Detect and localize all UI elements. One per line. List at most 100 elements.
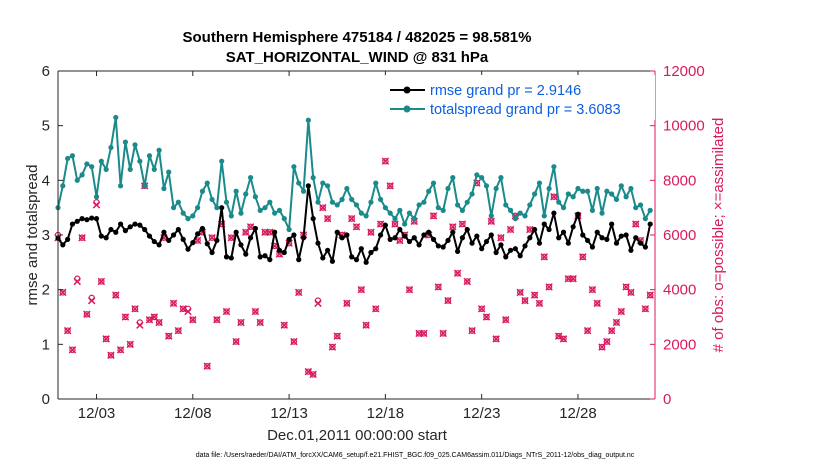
obs-possible-point (579, 253, 586, 261)
rmse-point (426, 229, 432, 235)
obs-possible-point (78, 234, 86, 241)
obs-assimilated-point (102, 335, 110, 343)
rmse-point (527, 235, 533, 241)
obs-assimilated-point (59, 288, 67, 297)
obs-possible-point (459, 220, 466, 228)
rmse-series-line (57, 184, 652, 264)
totalspread-point (190, 213, 196, 219)
rmse-point (262, 253, 268, 259)
totalspread-point (151, 166, 157, 172)
totalspread-point (498, 175, 504, 181)
totalspread-point (296, 180, 302, 186)
rmse-point (65, 236, 71, 242)
y-right-axis-ticks: 0 2000 4000 6000 8000 10000 12000 (650, 63, 705, 408)
y-tick-label: 5 (42, 118, 50, 135)
obs-assimilated-point (429, 212, 438, 220)
rmse-point (257, 254, 263, 260)
rmse-point (329, 258, 336, 264)
rmse-point (493, 249, 499, 256)
totalspread-point (247, 175, 254, 181)
obs-assimilated-point (294, 288, 303, 297)
obs-possible-point (594, 300, 601, 307)
obs-assimilated-point (439, 329, 447, 338)
rmse-point (272, 229, 278, 235)
obs-assimilated-point (530, 291, 539, 299)
obs-possible-point (348, 215, 355, 222)
legend-rmse-label: rmse grand pr = 2.9146 (430, 83, 581, 99)
obs-assimilated-point (319, 203, 327, 212)
obs-possible-point (497, 234, 505, 241)
obs-assimilated-point (506, 225, 515, 234)
rmse-point (594, 229, 600, 235)
y-tick-label: 2 (42, 282, 50, 299)
totalspread-point (103, 166, 109, 172)
obs-assimilated-point (449, 223, 457, 231)
obs-possible-point (468, 327, 476, 334)
totalspread-point (108, 144, 114, 151)
rmse-point (575, 211, 581, 217)
obs-assimilated-point (434, 283, 443, 291)
totalspread-point (84, 161, 90, 167)
totalspread-point (421, 199, 427, 205)
totalspread-point (233, 188, 239, 194)
totalspread-point (426, 188, 432, 194)
totalspread-point (69, 153, 76, 159)
totalspread-point (262, 205, 268, 211)
obs-possible-point (464, 278, 471, 285)
obs-possible-point (435, 283, 442, 291)
y-tick-label: 0 (42, 391, 50, 408)
obs-possible-point (213, 316, 221, 323)
totalspread-point (522, 213, 528, 219)
y-tick-label: 6 (42, 63, 50, 80)
rmse-point (209, 249, 215, 256)
obs-possible-point (613, 319, 620, 326)
totalspread-point (618, 183, 624, 189)
obs-assimilated-point (453, 269, 462, 277)
obs-assimilated-point (559, 335, 568, 343)
rmse-point (219, 205, 225, 211)
rmse-point (397, 226, 403, 233)
obs-assimilated-point (502, 316, 510, 324)
totalspread-point (604, 188, 610, 194)
obs-possible-point (131, 305, 139, 312)
obs-assimilated-point (367, 228, 375, 236)
rmse-point (474, 233, 480, 239)
obs-assimilated-point (92, 201, 101, 209)
totalspread-point (267, 199, 273, 205)
rmse-point (170, 232, 177, 238)
rmse-point (233, 229, 239, 235)
obs-possible-point (632, 220, 639, 228)
rmse-point (108, 226, 114, 233)
totalspread-point (339, 196, 345, 203)
totalspread-point (243, 191, 249, 197)
rmse-point (320, 255, 326, 261)
obs-assimilated-point (579, 253, 587, 261)
obs-assimilated-point (174, 326, 183, 335)
obs-assimilated-point (583, 326, 592, 335)
obs-possible-point (237, 319, 245, 326)
rmse-point (117, 221, 124, 227)
x-tick-label: 12/03 (78, 405, 116, 422)
obs-possible-point (170, 300, 177, 307)
obs-possible-point (382, 157, 389, 165)
totalspread-point (214, 205, 220, 211)
obs-possible-point (598, 343, 606, 351)
obs-possible-point (536, 300, 543, 307)
obs-possible-point (492, 335, 500, 343)
totalspread-point (594, 185, 600, 192)
obs-assimilated-point (184, 307, 192, 316)
obs-assimilated-point (444, 296, 452, 305)
obs-assimilated-point (468, 326, 476, 335)
totalspread-point (329, 199, 336, 205)
obs-possible-point (531, 291, 538, 299)
legend-spread-label: totalspread grand pr = 3.6083 (430, 102, 621, 118)
rmse-point (339, 235, 345, 241)
obs-assimilated-point (314, 299, 322, 308)
totalspread-point (195, 205, 201, 211)
obs-assimilated-point (116, 346, 125, 354)
x-tick-label: 12/18 (367, 405, 405, 422)
obs-assimilated-point (535, 299, 544, 308)
rmse-point (459, 235, 466, 241)
obs-assimilated-point (126, 340, 134, 349)
obs-possible-point (223, 308, 230, 315)
